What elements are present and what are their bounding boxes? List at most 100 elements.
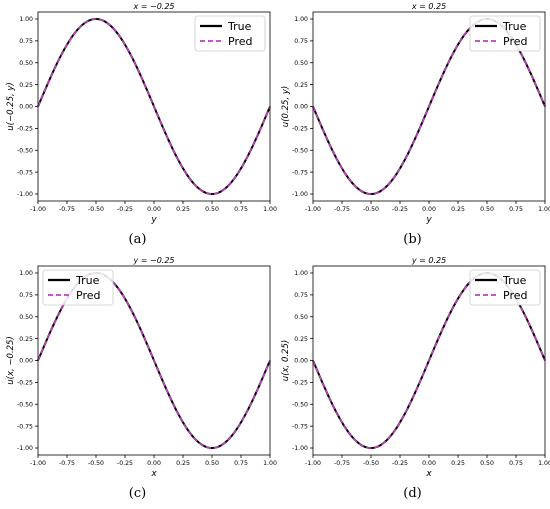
legend-box <box>42 269 114 306</box>
legend-label-true: True <box>75 274 100 287</box>
x-axis-label: y <box>425 215 432 225</box>
x-tick-label: -0.75 <box>334 460 350 467</box>
y-tick-label: -0.25 <box>292 126 308 133</box>
x-tick-label: 0.25 <box>451 206 465 213</box>
y-tick-label: -0.25 <box>292 380 308 387</box>
x-tick-label: -0.75 <box>334 206 350 213</box>
y-tick-label: 0.50 <box>19 314 33 321</box>
x-tick-label: 0.75 <box>234 206 248 213</box>
x-tick-label: 1.00 <box>263 460 277 467</box>
y-tick-label: 0.00 <box>19 358 33 365</box>
y-tick-label: 0.75 <box>294 38 308 45</box>
chart-a: x = −0.25 -1.00 -0.75 -0.50 -0.25 0.00 0.25 0.5… <box>6 2 277 225</box>
legend-label-pred: Pred <box>228 35 252 48</box>
y-tick-label: -1.00 <box>17 445 33 452</box>
y-tick-label: 0.00 <box>294 358 308 365</box>
y-tick-label: -0.75 <box>17 423 33 430</box>
chart-title: x = −0.25 <box>132 2 174 11</box>
y-tick-label: -0.75 <box>17 169 33 176</box>
chart-title: y = 0.25 <box>411 256 446 265</box>
x-tick-label: 1.00 <box>538 206 550 213</box>
x-tick-label: 0.00 <box>422 206 436 213</box>
x-tick-label: -0.50 <box>363 206 379 213</box>
x-axis-label: y <box>150 215 157 225</box>
y-tick-label: 0.50 <box>19 60 33 67</box>
legend-label-true: True <box>502 20 527 33</box>
x-tick-label: 0.00 <box>147 460 161 467</box>
x-axis-label: x <box>150 469 157 479</box>
y-tick-label: 0.00 <box>19 104 33 111</box>
y-tick-label: -1.00 <box>292 191 308 198</box>
y-tick-label: -1.00 <box>292 445 308 452</box>
y-tick-label: -0.50 <box>292 147 308 154</box>
y-tick-label: -0.50 <box>17 147 33 154</box>
chart-b: x = 0.25 -1.00 -0.75 -0.50 -0.25 0.00 0.25 0.50… <box>281 2 550 225</box>
legend-label-pred: Pred <box>503 289 527 302</box>
x-tick-label: 0.50 <box>480 460 494 467</box>
series-line-pred <box>37 18 271 195</box>
chart-title: x = 0.25 <box>411 2 446 11</box>
legend-label-pred: Pred <box>76 289 100 302</box>
y-tick-label: 0.50 <box>294 60 308 67</box>
x-tick-label: 1.00 <box>538 460 550 467</box>
x-tick-label: 1.00 <box>263 206 277 213</box>
y-tick-label: 0.00 <box>294 104 308 111</box>
x-tick-label: 0.00 <box>147 206 161 213</box>
panel-b: x = 0.25 -1.00 -0.75 -0.50 -0.25 0.00 0.25 0.50… <box>275 0 550 254</box>
x-axis-label: x <box>425 469 432 479</box>
y-tick-label: -0.50 <box>17 401 33 408</box>
series-line-pred <box>312 18 546 195</box>
x-tick-label: 0.00 <box>422 460 436 467</box>
caption-a: (a) <box>128 232 147 247</box>
y-tick-label: 1.00 <box>19 270 33 277</box>
legend-label-true: True <box>502 274 527 287</box>
chart-c: y = −0.25 -1.00 -0.75 -0.50 -0.25 0.00 0.25 0.5… <box>6 256 277 479</box>
series-line-pred <box>37 272 271 449</box>
y-tick-label: 1.00 <box>19 16 33 23</box>
y-tick-label: 0.25 <box>294 82 308 89</box>
x-tick-label: 0.50 <box>205 460 219 467</box>
y-tick-label: 1.00 <box>294 16 308 23</box>
x-tick-label: 0.25 <box>451 460 465 467</box>
x-tick-label: -1.00 <box>30 206 46 213</box>
y-axis-label: u(x, −0.25) <box>6 336 16 385</box>
y-tick-label: 0.25 <box>19 82 33 89</box>
x-tick-label: -0.25 <box>392 460 408 467</box>
axes-frame <box>37 11 271 202</box>
y-tick-label: -0.25 <box>17 380 33 387</box>
x-tick-label: -0.50 <box>88 206 104 213</box>
y-tick-label: -1.00 <box>17 191 33 198</box>
caption-b: (b) <box>403 232 422 247</box>
y-tick-label: -0.50 <box>292 401 308 408</box>
y-tick-label: 0.75 <box>294 292 308 299</box>
x-tick-label: 0.25 <box>176 460 190 467</box>
x-tick-label: -0.25 <box>392 206 408 213</box>
x-tick-label: 0.75 <box>509 206 523 213</box>
legend-label-pred: Pred <box>503 35 527 48</box>
x-tick-label: -1.00 <box>305 206 321 213</box>
caption-c: (c) <box>128 486 147 501</box>
x-tick-label: -1.00 <box>30 460 46 467</box>
y-tick-label: -0.75 <box>292 169 308 176</box>
x-tick-label: -0.75 <box>59 206 75 213</box>
y-tick-label: 0.75 <box>19 38 33 45</box>
x-tick-label: -0.25 <box>117 206 133 213</box>
legend-box <box>469 269 541 306</box>
y-tick-label: 1.00 <box>294 270 308 277</box>
series-line-pred <box>312 272 546 449</box>
y-tick-label: -0.25 <box>17 126 33 133</box>
legend-box <box>194 15 266 52</box>
y-tick-label: 0.50 <box>294 314 308 321</box>
chart-title: y = −0.25 <box>132 256 174 265</box>
x-tick-label: -1.00 <box>305 460 321 467</box>
x-tick-label: -0.25 <box>117 460 133 467</box>
panel-a: x = −0.25 -1.00 -0.75 -0.50 -0.25 0.00 0.25 0.5… <box>0 0 277 254</box>
axes-frame <box>37 265 271 456</box>
axes-frame <box>312 265 546 456</box>
panel-c: y = −0.25 -1.00 -0.75 -0.50 -0.25 0.00 0.25 0.5… <box>0 254 277 508</box>
x-tick-label: 0.75 <box>509 460 523 467</box>
legend-box <box>469 15 541 52</box>
y-axis-label: u(0.25, y) <box>281 86 291 127</box>
legend-label-true: True <box>227 20 252 33</box>
